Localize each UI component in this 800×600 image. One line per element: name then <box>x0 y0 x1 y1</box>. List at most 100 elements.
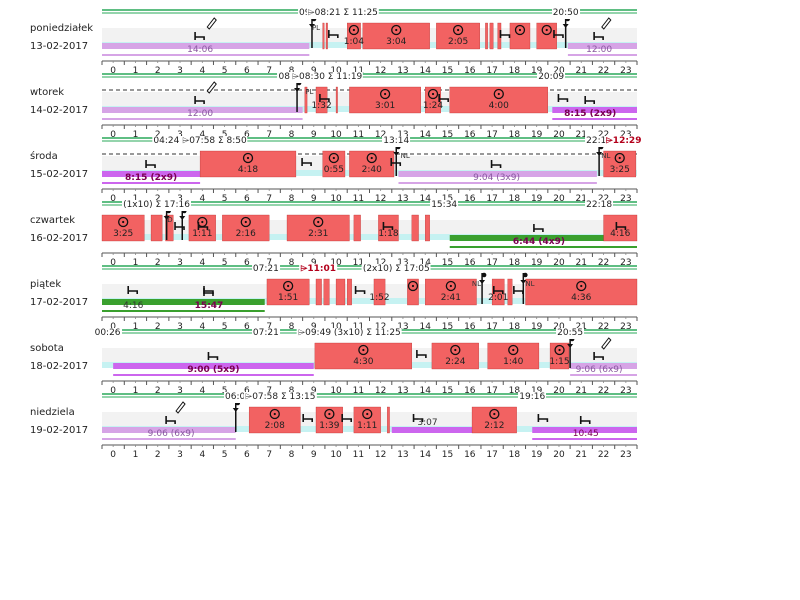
header-label: (1x10) Σ 17:16 <box>122 200 191 211</box>
rest-underline <box>570 374 637 376</box>
hour-tick-label: 14 <box>419 130 431 140</box>
bed-icon <box>593 352 604 360</box>
rest-bar <box>552 107 637 113</box>
hour-tick-label: 1 <box>132 258 139 268</box>
hour-tick-label: 1 <box>132 66 139 76</box>
header-label: ⌲07:58 Σ 13:15 <box>244 392 317 403</box>
bed-icon <box>174 222 185 230</box>
day-name: piątek <box>30 279 62 290</box>
hour-tick-label: 0 <box>110 66 117 76</box>
rest-bar <box>102 299 265 305</box>
hour-tick-label: 19 <box>530 386 543 396</box>
hour-tick-label: 12 <box>374 322 387 332</box>
rest-underline <box>102 182 201 184</box>
hour-tick-label: 3 <box>177 194 183 204</box>
header-label: 07:21 <box>251 328 280 339</box>
day-timeline: 12:008:15 (2x9)1:323:011:244:00PL08:50⌲0… <box>101 72 638 142</box>
day-timeline: 8:15 (2x9) 9:04 (3x9) 4:18 0:55 2:40 3:25 NL NL… <box>101 136 643 206</box>
hour-tick-label: 4 <box>199 386 206 396</box>
bed-icon <box>593 32 604 40</box>
driving-duration-label: 1:24 <box>422 101 444 111</box>
hour-tick-label: 11 <box>352 130 365 140</box>
clock-icon <box>541 24 552 36</box>
hour-tick-label: 14 <box>419 322 431 332</box>
bed-icon <box>301 158 312 166</box>
header-label: (2x10) Σ 17:05 <box>361 264 431 275</box>
hour-tick-label: 21 <box>575 194 587 204</box>
header-label: 00:26 <box>93 328 122 339</box>
timeline-svg <box>101 73 638 129</box>
rest-underline <box>102 118 303 120</box>
clock-icon <box>452 24 464 36</box>
hour-tick-label: 8 <box>288 194 295 204</box>
rest-sub-label: 4:16 <box>123 301 144 311</box>
driving-block <box>222 214 270 242</box>
hour-tick-label: 5 <box>221 194 228 204</box>
driving-duration-label: 1:04 <box>343 37 364 47</box>
bed-icon <box>533 224 544 232</box>
driving-block <box>491 278 505 306</box>
hour-tick-label: 16 <box>464 130 476 140</box>
rest-duration-label: 9:06 (6x9) <box>147 429 195 439</box>
rest-duration-label: 6:44 (4x9) <box>512 237 565 247</box>
day-timeline: 6:44 (4x9) 3:25 1:11 2:16 2:31 1:18 4:16 D (1x10… <box>101 200 638 270</box>
hour-tick-label: 20 <box>553 450 565 460</box>
driving-block <box>347 278 352 306</box>
hour-tick-label: 5 <box>221 258 228 268</box>
driving-block <box>487 342 540 370</box>
hour-tick-label: 10 <box>330 130 342 140</box>
rest-duration-label: 9:04 (3x9) <box>473 173 520 183</box>
driving-block <box>347 22 361 50</box>
driving-block <box>507 278 513 306</box>
hour-tick-label: 6 <box>244 386 250 396</box>
bed-icon <box>328 30 339 38</box>
bed-icon <box>492 286 504 294</box>
driving-block <box>314 342 413 370</box>
hour-tick-label: 17 <box>486 66 498 76</box>
country-note: NL <box>471 280 482 288</box>
hour-tick-label: 10 <box>330 450 342 460</box>
driving-duration-label: 2:31 <box>308 229 329 239</box>
header-label: ⌲09:49 (3x10) Σ 11:25 <box>297 328 402 339</box>
hour-tick-label: 1 <box>132 450 139 460</box>
clock-icon <box>240 216 251 228</box>
hour-tick-label: 17 <box>486 386 498 396</box>
hour-tick-label: 23 <box>620 386 632 396</box>
pencil-icon <box>601 337 612 350</box>
rest-bar <box>102 107 303 113</box>
driving-duration-label: 3:01 <box>374 101 396 111</box>
hour-tick-label: 17 <box>486 130 498 140</box>
hour-tick-label: 3 <box>177 258 183 268</box>
driving-duration-label: 2:08 <box>264 421 285 431</box>
hour-tick-label: 2 <box>154 450 161 460</box>
hour-tick-label: 21 <box>575 322 587 332</box>
clock-icon <box>313 216 324 228</box>
header-label: ⌲11:01 <box>299 264 338 275</box>
clock-icon <box>324 408 335 420</box>
bed-icon <box>584 96 595 104</box>
rest-underline <box>552 118 637 120</box>
hour-tick-label: 7 <box>266 386 273 396</box>
hour-tick-label: 10 <box>330 258 342 268</box>
clock-icon <box>489 408 500 420</box>
hour-tick-label: 2 <box>154 194 161 204</box>
hour-tick-label: 16 <box>464 258 476 268</box>
hour-tick-label: 18 <box>508 450 521 460</box>
hour-tick-label: 19 <box>530 194 543 204</box>
timeline-svg <box>101 201 638 257</box>
driving-block <box>425 278 477 306</box>
bed-icon <box>194 32 205 40</box>
driving-duration-label: 3:25 <box>113 229 134 239</box>
driving-duration-label: 2:16 <box>235 229 256 239</box>
rest-underline <box>113 374 314 376</box>
driving-block <box>325 22 328 50</box>
driving-block <box>349 86 421 114</box>
country-note: PL <box>305 88 314 96</box>
rest-duration-label: 3:07 <box>417 418 438 428</box>
driving-duration-label: 2:41 <box>440 293 461 303</box>
hour-tick-label: 7 <box>266 322 273 332</box>
hour-tick-label: 5 <box>221 322 228 332</box>
day-date: 17-02-2017 <box>30 297 89 308</box>
bed-icon <box>203 286 214 294</box>
